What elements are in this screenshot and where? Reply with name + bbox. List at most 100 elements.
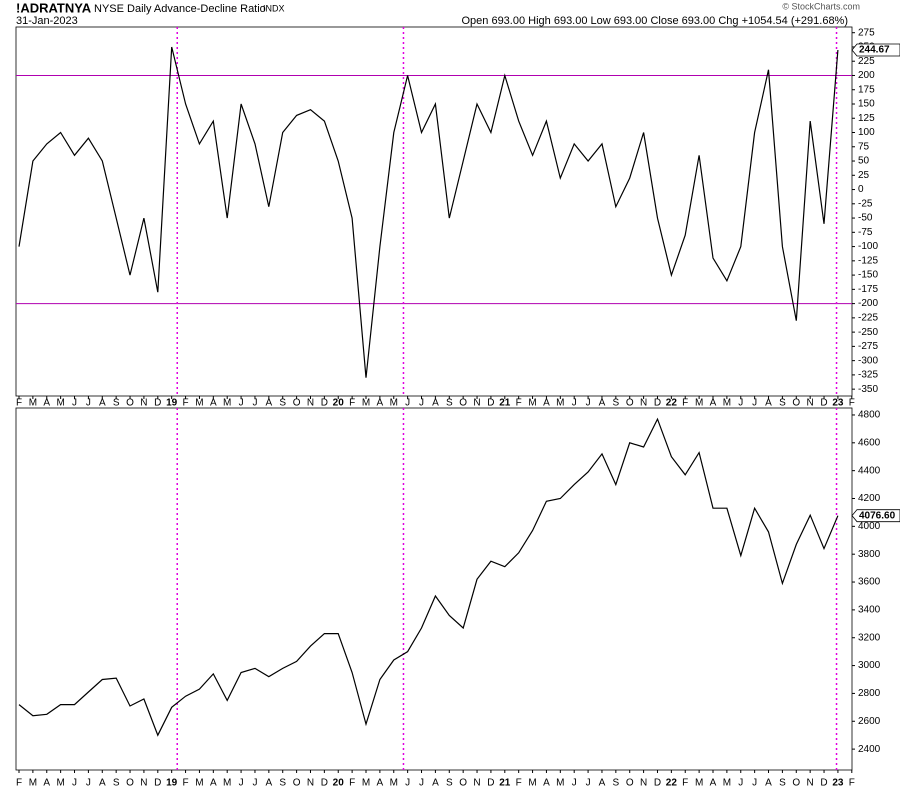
x-tick-label: A (543, 778, 550, 789)
x-tick-label: J (738, 398, 743, 409)
x-tick-label: D (321, 398, 328, 409)
symbol: !ADRATNYA (16, 0, 92, 15)
x-tick-label: F (682, 778, 688, 789)
x-tick-label: F (349, 778, 355, 789)
x-tick-label: F (516, 778, 522, 789)
x-tick-label: N (307, 398, 314, 409)
x-tick-label: M (362, 778, 370, 789)
x-tick-label: M (695, 398, 703, 409)
x-tick-label: S (613, 398, 620, 409)
x-tick-label: M (56, 778, 64, 789)
x-tick-label: O (459, 778, 467, 789)
x-tick-label: 21 (499, 398, 511, 409)
x-tick-label: F (849, 398, 855, 409)
y-tick-label: 50 (858, 156, 870, 167)
x-tick-label: J (419, 398, 424, 409)
y-tick-label: 200 (858, 70, 875, 81)
x-tick-label: A (543, 398, 550, 409)
x-tick-label: S (613, 778, 620, 789)
x-tick-label: O (126, 778, 134, 789)
x-tick-label: O (126, 398, 134, 409)
x-tick-label: F (183, 398, 189, 409)
date: 31-Jan-2023 (16, 15, 78, 27)
y-tick-label: -150 (858, 270, 878, 281)
x-tick-label: S (279, 778, 286, 789)
x-tick-label: 20 (333, 398, 345, 409)
series-name: NYSE Daily Advance-Decline Ratio (94, 3, 266, 15)
x-tick-label: N (473, 398, 480, 409)
x-tick-label: M (556, 778, 564, 789)
x-tick-label: S (279, 398, 286, 409)
y-tick-label: -325 (858, 370, 878, 381)
x-tick-label: A (99, 778, 106, 789)
y-tick-label: 3200 (858, 632, 881, 643)
y-tick-label: -175 (858, 284, 878, 295)
x-tick-label: A (599, 778, 606, 789)
y-tick-label: 25 (858, 170, 870, 181)
x-tick-label: M (528, 778, 536, 789)
y-tick-label: 2800 (858, 688, 881, 699)
x-tick-label: N (473, 778, 480, 789)
x-tick-label: M (362, 398, 370, 409)
y-tick-label: -50 (858, 213, 873, 224)
x-tick-label: M (695, 778, 703, 789)
x-tick-label: J (572, 398, 577, 409)
x-tick-label: A (432, 398, 439, 409)
x-tick-label: M (390, 398, 398, 409)
x-tick-label: J (419, 778, 424, 789)
x-tick-label: S (779, 398, 786, 409)
x-tick-label: A (710, 398, 717, 409)
y-tick-label: -300 (858, 355, 878, 366)
x-tick-label: J (252, 778, 257, 789)
x-tick-label: J (239, 398, 244, 409)
x-tick-label: M (29, 398, 37, 409)
y-tick-label: 3400 (858, 605, 881, 616)
y-tick-label: -125 (858, 255, 878, 266)
x-tick-label: D (820, 398, 827, 409)
last-value-label: 4076.60 (859, 510, 896, 521)
x-tick-label: M (223, 398, 231, 409)
x-tick-label: N (640, 398, 647, 409)
x-tick-label: S (446, 778, 453, 789)
x-tick-label: J (72, 398, 77, 409)
x-tick-label: D (321, 778, 328, 789)
exchange: INDX (263, 3, 285, 13)
x-tick-label: F (16, 778, 22, 789)
x-tick-label: A (432, 778, 439, 789)
y-tick-label: 0 (858, 184, 864, 195)
y-tick-label: 3800 (858, 549, 881, 560)
x-tick-label: J (586, 398, 591, 409)
x-tick-label: D (820, 778, 827, 789)
x-tick-label: O (626, 778, 634, 789)
x-tick-label: A (710, 778, 717, 789)
x-tick-label: J (252, 398, 257, 409)
x-tick-label: F (183, 778, 189, 789)
y-tick-label: 75 (858, 141, 870, 152)
price-line (18, 46, 839, 378)
x-tick-label: N (307, 778, 314, 789)
x-tick-label: O (792, 398, 800, 409)
x-tick-label: A (43, 398, 50, 409)
x-tick-label: 23 (832, 778, 844, 789)
x-tick-label: D (654, 778, 661, 789)
y-tick-label: 4400 (858, 465, 881, 476)
x-tick-label: D (654, 398, 661, 409)
y-tick-label: 150 (858, 99, 875, 110)
y-tick-label: -200 (858, 298, 878, 309)
x-tick-label: M (195, 398, 203, 409)
plot-frame (15, 407, 853, 771)
y-tick-label: -250 (858, 327, 878, 338)
last-value-label: 244.67 (859, 45, 890, 56)
x-tick-label: M (528, 398, 536, 409)
x-tick-label: J (72, 778, 77, 789)
x-tick-label: N (640, 778, 647, 789)
y-tick-label: 125 (858, 113, 875, 124)
x-tick-label: J (752, 398, 757, 409)
y-tick-label: 4200 (858, 493, 881, 504)
x-tick-label: O (792, 778, 800, 789)
last-value-box (851, 43, 900, 57)
x-tick-label: D (154, 398, 161, 409)
y-tick-label: 275 (858, 27, 875, 38)
y-tick-label: -25 (858, 198, 873, 209)
